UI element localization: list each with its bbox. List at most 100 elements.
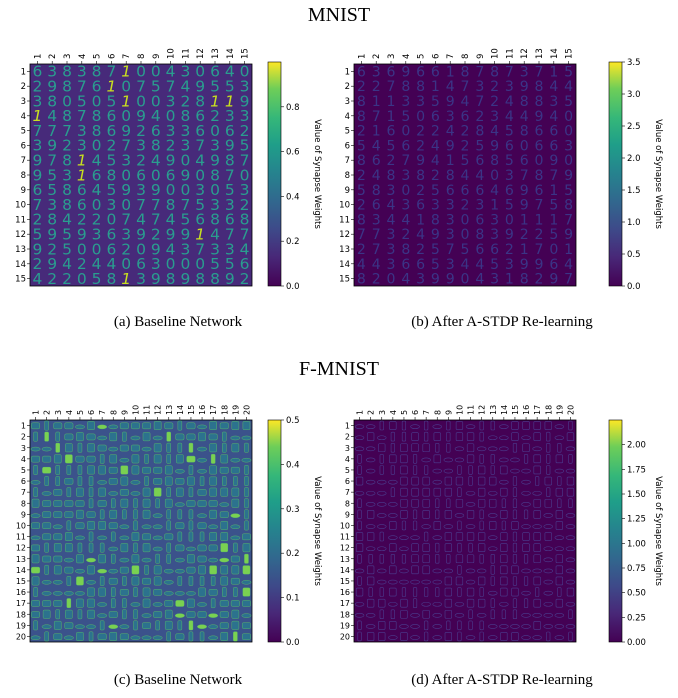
heatmap-cell: 2 (475, 109, 484, 125)
heatmap-cell (220, 532, 229, 541)
heatmap-cell (512, 498, 518, 508)
heatmap-cell (99, 576, 105, 586)
heatmap-cell: 4 (549, 79, 558, 95)
heatmap-cell (231, 620, 240, 630)
heatmap-cell: 7 (32, 196, 42, 214)
heatmap-cell (122, 598, 127, 609)
row-tick-label: 10 (16, 521, 26, 530)
heatmap-cell (565, 601, 576, 607)
heatmap-cell (410, 624, 420, 629)
heatmap-cell (141, 446, 152, 452)
heatmap-cell (532, 524, 542, 529)
heatmap-cell (198, 587, 206, 597)
heatmap-cell: 0 (564, 153, 573, 169)
heatmap-cell (365, 479, 376, 485)
heatmap-cell (64, 422, 74, 430)
heatmap-cell (133, 542, 138, 553)
heatmap-cell: 9 (136, 107, 146, 125)
heatmap-cell (33, 465, 38, 475)
heatmap-cell (88, 631, 94, 642)
heatmap-cell (512, 542, 518, 553)
heatmap-cell: 3 (505, 168, 514, 184)
heatmap-cell (144, 453, 149, 464)
heatmap-cell (435, 509, 440, 520)
heatmap-cell (108, 446, 119, 452)
colorbar-tick-label: 1.00 (627, 539, 646, 549)
row-tick-label: 9 (21, 510, 26, 519)
heatmap-cell (52, 580, 63, 585)
row-tick-label: 10 (340, 521, 350, 530)
heatmap-cell: 3 (401, 168, 410, 184)
heatmap-cell (108, 491, 119, 496)
heatmap-cell: 0 (121, 196, 131, 214)
heatmap-cell (443, 524, 454, 529)
heatmap-cell (122, 509, 127, 520)
heatmap-cell (533, 432, 541, 441)
heatmap-cell (432, 479, 442, 485)
colorbar-gradient (608, 419, 623, 643)
heatmap-cell (510, 468, 520, 474)
colorbar: 0.0 0.2 0.4 0.6 0.8 Value of Synapse Weights (267, 61, 322, 292)
col-tick-label: 7 (122, 54, 132, 59)
heatmap-cell (163, 580, 174, 585)
heatmap-cell (98, 465, 106, 475)
heatmap-cell: 8 (401, 242, 410, 258)
col-tick-label: 10 (131, 405, 140, 415)
heatmap-cell (33, 587, 38, 597)
row-tick-label: 6 (345, 141, 350, 151)
heatmap-cell (521, 524, 531, 529)
col-tick-label: 3 (54, 410, 63, 415)
heatmap-cell (533, 465, 541, 475)
heatmap-cell (209, 465, 217, 475)
heatmap-cell: 0 (195, 166, 205, 184)
heatmap-cell (435, 587, 440, 597)
heatmap-cell (354, 490, 365, 496)
heatmap-cell (411, 487, 419, 497)
heatmap-cell (367, 632, 375, 641)
row-tick-label: 4 (21, 455, 26, 464)
heatmap-cell (424, 631, 429, 642)
heatmap-cell (133, 509, 138, 520)
heatmap-cell (479, 554, 484, 564)
heatmap-cell (220, 576, 229, 586)
heatmap-cell (187, 598, 195, 608)
heatmap-cell (42, 466, 52, 474)
heatmap-cell: 5 (357, 183, 366, 199)
heatmap-cell (466, 554, 475, 564)
heatmap-cell: 6 (372, 198, 381, 214)
heatmap-cell (209, 509, 217, 519)
heatmap-cell: 6 (431, 109, 440, 125)
heatmap-cell (109, 632, 118, 641)
heatmap-cell: 4 (92, 152, 102, 170)
heatmap-cell (188, 465, 194, 475)
heatmap-cell: 4 (461, 94, 470, 110)
heatmap-cell: 9 (416, 153, 425, 169)
heatmap-cell: 7 (106, 63, 116, 81)
col-tick-label: 6 (87, 410, 96, 415)
heatmap-cell: 2 (416, 124, 425, 140)
heatmap-cell (142, 498, 151, 508)
heatmap-cell: 8 (431, 212, 440, 228)
heatmap-cell (454, 601, 465, 607)
heatmap-cell: 0 (92, 240, 102, 258)
heatmap-cell (354, 424, 365, 429)
heatmap-cell (87, 587, 95, 597)
heatmap-cell: 3 (387, 242, 396, 258)
heatmap-cell: 5 (210, 255, 220, 273)
heatmap-cell (197, 602, 207, 607)
heatmap-cell (199, 576, 205, 586)
heatmap-cell: 5 (62, 240, 72, 258)
heatmap-cell (457, 487, 462, 497)
heatmap-cell (389, 521, 397, 530)
heatmap-cell (435, 443, 440, 453)
heatmap-cell (76, 598, 84, 608)
heatmap-cell: 3 (446, 257, 455, 273)
heatmap-cell: 5 (505, 153, 514, 169)
heatmap-cell (521, 613, 531, 618)
heatmap-cell (186, 566, 196, 574)
heatmap-cell: 7 (136, 78, 146, 96)
heatmap-cell (357, 509, 362, 520)
heatmap-cell: 4 (180, 78, 190, 96)
heatmap-cell (365, 502, 376, 507)
col-tick-label: 13 (489, 405, 498, 415)
